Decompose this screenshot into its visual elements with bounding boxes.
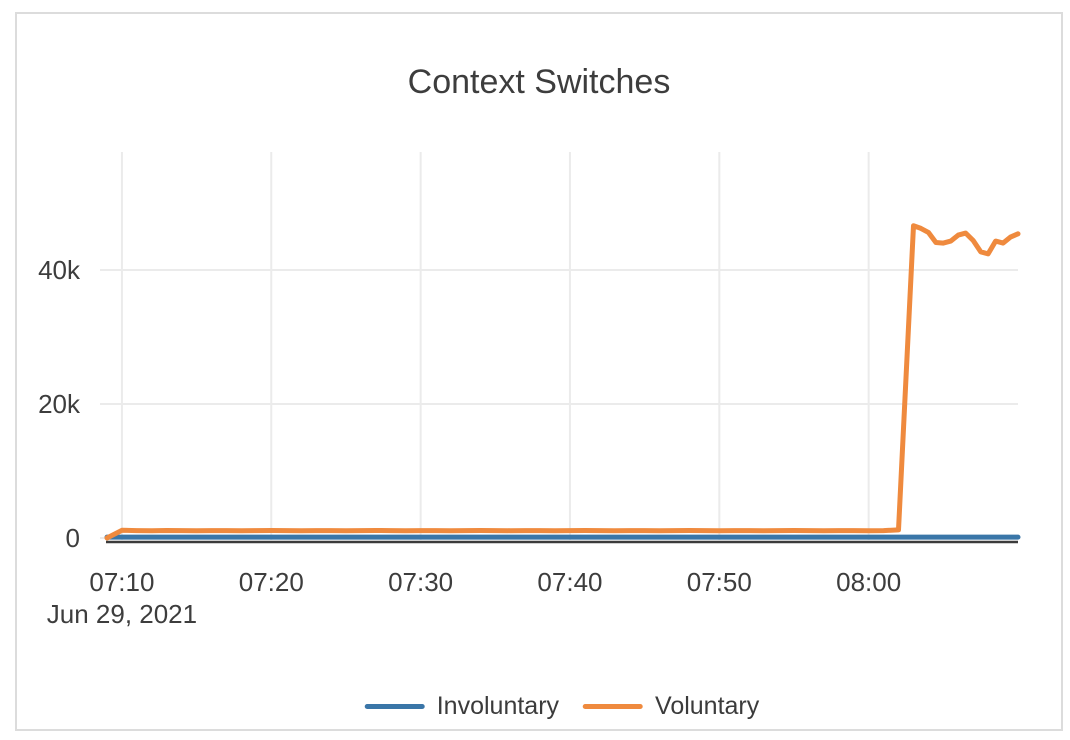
x-axis-date-label: Jun 29, 2021 bbox=[47, 599, 197, 629]
y-axis-tick-label: 20k bbox=[38, 389, 81, 419]
x-axis-tick-label: 07:50 bbox=[687, 567, 752, 597]
legend-item-voluntary[interactable]: Voluntary bbox=[583, 692, 759, 721]
y-axis-tick-label: 40k bbox=[38, 255, 81, 285]
legend-label-voluntary: Voluntary bbox=[655, 692, 760, 720]
y-axis-tick-label: 0 bbox=[66, 523, 80, 553]
x-axis-tick-label: 07:20 bbox=[239, 567, 304, 597]
x-axis-tick-label: 07:10 bbox=[89, 567, 154, 597]
voluntary-series-line bbox=[104, 223, 1021, 541]
chart-card: Context Switches bbox=[15, 12, 1063, 731]
involuntary-line-swatch-icon bbox=[364, 704, 425, 709]
legend-label-involuntary: Involuntary bbox=[436, 692, 560, 720]
voluntary-line-swatch-icon bbox=[583, 704, 644, 709]
x-axis-tick-label: 07:30 bbox=[388, 567, 453, 597]
x-axis-tick-label: 07:40 bbox=[537, 567, 602, 597]
legend-item-involuntary[interactable]: Involuntary bbox=[364, 692, 560, 721]
x-axis-tick-label: 08:00 bbox=[836, 567, 901, 597]
chart-title: Context Switches bbox=[407, 63, 671, 101]
chart-legend: Involuntary Voluntary bbox=[364, 692, 759, 721]
